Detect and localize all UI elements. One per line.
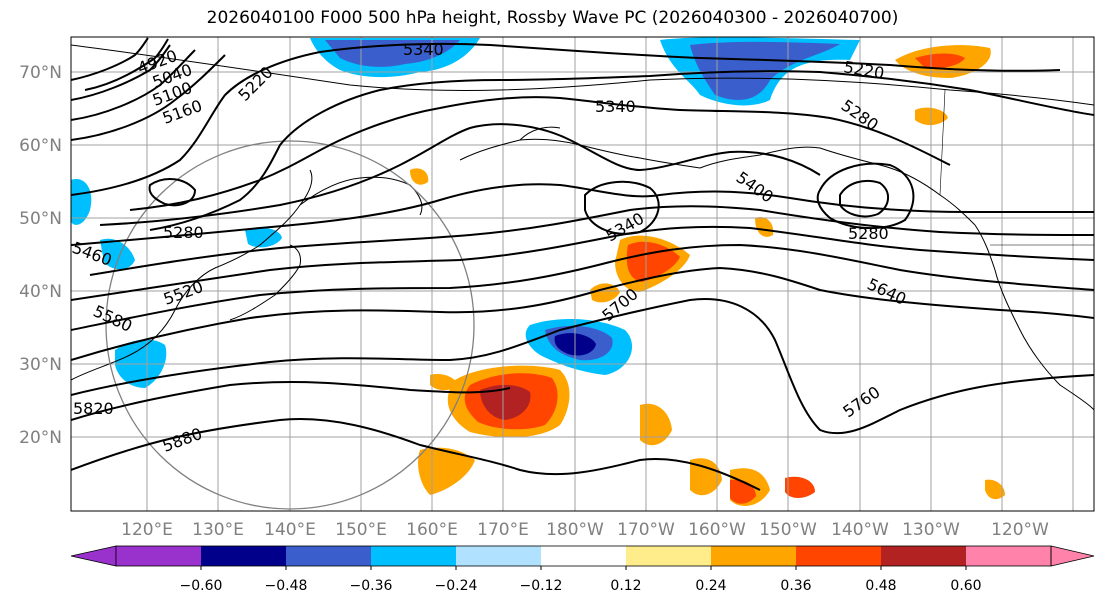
- lon-label: 140°E: [264, 520, 316, 540]
- coastline-alaska: [699, 146, 976, 226]
- negative-anomaly-small-2: [245, 227, 282, 248]
- colorbar-extend-low: [70, 545, 117, 567]
- lat-label-60n: 60°N: [19, 136, 62, 156]
- lon-label: 150°W: [759, 520, 817, 540]
- lat-label-40n: 40°N: [19, 282, 62, 302]
- positive-anomaly-small-4: [640, 403, 672, 446]
- positive-anomaly-northwest-pacific-core: [626, 241, 680, 282]
- positive-anomaly-small-13: [430, 374, 458, 391]
- colorbar-border: [115, 545, 1052, 567]
- lon-label: 180°W: [546, 520, 604, 540]
- lon-label: 130°W: [902, 520, 960, 540]
- map-area: [71, 37, 1094, 511]
- reference-circle: [105, 140, 475, 510]
- contour-5760: [71, 298, 1094, 435]
- colorbar-tick-label: −0.36: [350, 578, 393, 594]
- colorbar-extend-high: [1050, 545, 1095, 567]
- contour-5520: [89, 205, 1094, 276]
- positive-anomaly-arctic-ne-core: [915, 53, 965, 69]
- map-title: 2026040100 F000 500 hPa height, Rossby W…: [206, 8, 899, 28]
- contour-label: 5340: [595, 97, 636, 116]
- contour-5160: [71, 54, 226, 141]
- coastline-east-asia: [71, 169, 313, 381]
- colorbar: −0.60 −0.48 −0.36 −0.24 −0.12 0.12 0.24 0.36 0.4…: [70, 545, 1095, 594]
- contour-5640: [71, 243, 1094, 331]
- contour-5580: [71, 225, 1094, 301]
- colorbar-segment: [796, 546, 881, 566]
- colorbar-tick-label: 0.24: [695, 578, 726, 594]
- contour-5220: [71, 42, 1061, 196]
- lon-label: 160°E: [406, 520, 458, 540]
- contour-5280-low: [816, 162, 915, 229]
- lon-label: 170°E: [477, 520, 529, 540]
- coastline-kamchatka: [299, 176, 423, 216]
- positive-anomaly-subtropical-peak: [480, 384, 531, 420]
- colorbar-tick-label: 0.48: [865, 578, 896, 594]
- colorbar-segment: [541, 546, 626, 566]
- contour-label: 5280: [848, 224, 889, 243]
- positive-anomaly-small-9: [410, 168, 429, 185]
- contour-5880: [71, 418, 761, 491]
- contour-label: 5340: [403, 40, 444, 59]
- lon-label: 160°W: [688, 520, 746, 540]
- contour-5100: [71, 49, 196, 121]
- contour-5280-inner: [839, 179, 889, 218]
- negative-anomaly-west-edge: [71, 179, 92, 225]
- colorbar-segment: [626, 546, 711, 566]
- contour-5340-low: [584, 180, 660, 235]
- contour-5820: [71, 381, 511, 421]
- contour-5220-inner: [148, 178, 197, 207]
- contour-label: 5820: [73, 399, 114, 418]
- lon-label: 140°W: [831, 520, 889, 540]
- negative-anomaly-small-1: [100, 238, 135, 270]
- colorbar-segment: [201, 546, 286, 566]
- contour-label: 5280: [163, 223, 204, 242]
- lat-label-70n: 70°N: [19, 63, 62, 83]
- colorbar-segment: [966, 546, 1051, 566]
- colorbar-tick-label: −0.12: [520, 578, 563, 594]
- latitude-labels: 70°N 60°N 50°N 40°N 30°N 20°N: [19, 63, 62, 448]
- coastline-north-america-west: [974, 224, 1094, 411]
- lon-label: 120°W: [991, 520, 1049, 540]
- coastline-japan: [229, 244, 301, 321]
- height-contours: [71, 37, 1094, 491]
- colorbar-segment: [456, 546, 541, 566]
- lon-label: 130°E: [192, 520, 244, 540]
- contour-4920: [71, 37, 149, 81]
- contour-5340: [129, 96, 951, 211]
- contour-4980: [84, 38, 169, 91]
- contour-5400: [99, 123, 821, 226]
- colorbar-tick-label: 0.36: [780, 578, 811, 594]
- colorbar-segment: [371, 546, 456, 566]
- colorbar-segment: [711, 546, 796, 566]
- contour-5700: [71, 266, 1094, 361]
- contour-5280: [149, 70, 1094, 231]
- lon-label: 170°W: [617, 520, 675, 540]
- colorbar-tick-label: 0.60: [950, 578, 981, 594]
- positive-anomaly-small-12: [985, 479, 1005, 500]
- positive-anomaly-small-10: [755, 216, 774, 237]
- colorbar-tick-label: 0.12: [610, 578, 641, 594]
- longitude-labels: 120°E 130°E 140°E 150°E 160°E 170°E 180°W 170°W…: [121, 520, 1049, 540]
- colorbar-tick-label: −0.60: [180, 578, 223, 594]
- colorbar-segment: [881, 546, 966, 566]
- coastline-yukon-border: [939, 89, 946, 196]
- lat-label-30n: 30°N: [19, 355, 62, 375]
- lat-label-50n: 50°N: [19, 209, 62, 229]
- contour-5460: [71, 183, 1094, 246]
- positive-anomaly-small-5: [690, 458, 722, 496]
- lon-label: 120°E: [121, 520, 173, 540]
- contour-5040: [71, 44, 171, 101]
- positive-anomaly-patch-1: [590, 283, 620, 303]
- map-frame: [70, 36, 1095, 512]
- graticule: [71, 37, 1094, 511]
- colorbar-tick-label: −0.48: [265, 578, 308, 594]
- colorbar-segment: [286, 546, 371, 566]
- lon-label: 150°E: [335, 520, 387, 540]
- colorbar-segment: [116, 546, 201, 566]
- positive-anomaly-small-8: [785, 476, 815, 498]
- lat-label-20n: 20°N: [19, 428, 62, 448]
- colorbar-tick-label: −0.24: [435, 578, 478, 594]
